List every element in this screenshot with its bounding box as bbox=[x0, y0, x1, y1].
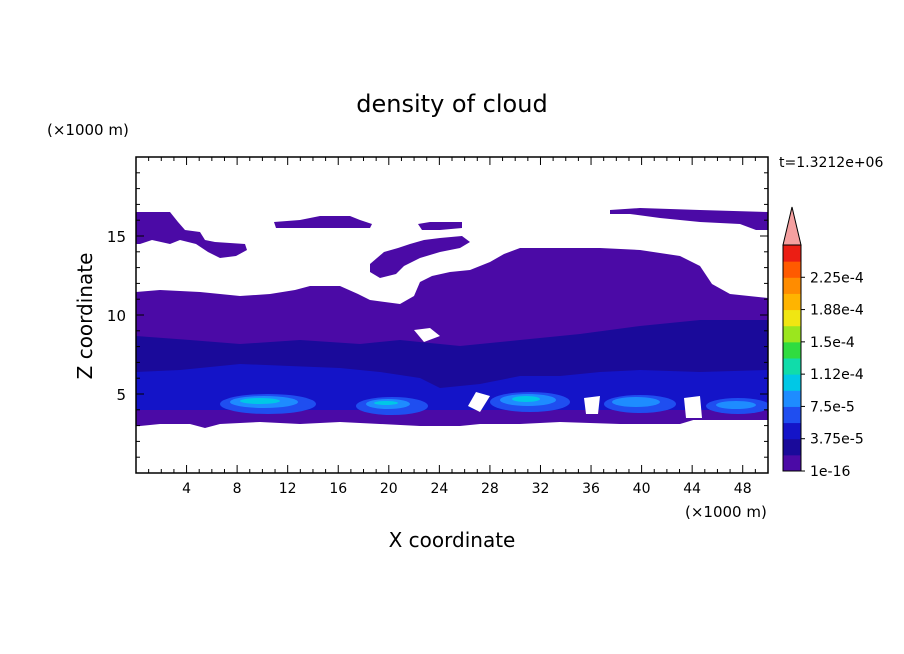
y-unit-label: (×1000 m) bbox=[47, 121, 129, 139]
x-tick-label: 44 bbox=[683, 481, 701, 497]
colorbar-label: 1.12e-4 bbox=[810, 367, 864, 383]
y-tick-label: 10 bbox=[107, 307, 126, 325]
x-unit-label: (×1000 m) bbox=[685, 503, 767, 521]
colorbar-swatch bbox=[783, 325, 801, 343]
cloud-region-blob bbox=[370, 236, 470, 278]
cloud-clear-gap-6 bbox=[684, 396, 702, 418]
colorbar-swatch bbox=[783, 293, 801, 311]
cell-core-1 bbox=[220, 394, 316, 414]
cloud-region-base bbox=[136, 410, 768, 428]
colorbar-frame bbox=[782, 244, 802, 472]
y-axis-ticks: 5 10 15 bbox=[107, 172, 768, 458]
plot-area bbox=[135, 156, 769, 474]
colorbar-swatch bbox=[783, 341, 801, 359]
x-tick-label: 48 bbox=[734, 481, 752, 497]
cloud-region-upper-small bbox=[418, 222, 462, 230]
x-axis-ticks: 4 8 12 16 20 24 28 32 36 40 44 48 bbox=[148, 157, 756, 497]
chart-title: density of cloud bbox=[356, 90, 547, 118]
colorbar-swatch bbox=[783, 358, 801, 375]
x-tick-label: 16 bbox=[329, 481, 347, 497]
colorbar-label: 1.5e-4 bbox=[810, 335, 855, 351]
colorbar-label: 1.88e-4 bbox=[810, 303, 864, 319]
colorbar-swatch bbox=[783, 422, 801, 440]
colorbar-swatch bbox=[783, 261, 801, 278]
colorbar-swatch bbox=[783, 309, 801, 327]
x-tick-label: 12 bbox=[279, 481, 297, 497]
colorbar-swatch bbox=[783, 374, 801, 391]
cloud-region-upper-right bbox=[610, 208, 768, 230]
x-tick-label: 36 bbox=[582, 481, 600, 497]
x-tick-label: 4 bbox=[182, 481, 191, 497]
colorbar: 1e-16 3.75e-5 7.5e-5 1.12e-4 1.5e-4 1.88e-4 2.… bbox=[782, 206, 864, 480]
y-axis-label: Z coordinate bbox=[73, 253, 97, 380]
colorbar-swatch bbox=[783, 277, 801, 294]
x-tick-label: 40 bbox=[633, 481, 651, 497]
time-label: t=1.3212e+06 bbox=[779, 155, 883, 171]
x-tick-label: 28 bbox=[481, 481, 499, 497]
colorbar-swatch bbox=[783, 454, 801, 472]
x-tick-label: 20 bbox=[380, 481, 398, 497]
x-tick-label: 32 bbox=[532, 481, 550, 497]
cloud-clear-gap-4 bbox=[468, 392, 490, 412]
colorbar-label: 3.75e-5 bbox=[810, 432, 864, 448]
x-tick-label: 8 bbox=[233, 481, 242, 497]
cell-core-5 bbox=[706, 398, 768, 414]
x-axis-label: X coordinate bbox=[389, 528, 516, 552]
colorbar-swatch bbox=[783, 390, 801, 407]
cloud-region-upper-left bbox=[136, 212, 247, 258]
colorbar-swatch bbox=[783, 438, 801, 456]
cell-core-2 bbox=[356, 397, 428, 415]
colorbar-swatch bbox=[783, 245, 801, 262]
colorbar-swatch bbox=[783, 406, 801, 424]
colorbar-label: 1e-16 bbox=[810, 464, 850, 480]
cell-core-3 bbox=[490, 392, 570, 412]
colorbar-label: 7.5e-5 bbox=[810, 399, 855, 415]
x-tick-label: 24 bbox=[430, 481, 448, 497]
cloud-region-upper-mid bbox=[274, 216, 372, 228]
colorbar-label: 2.25e-4 bbox=[810, 270, 864, 286]
y-tick-label: 15 bbox=[107, 228, 126, 246]
cell-core-4 bbox=[604, 395, 676, 413]
cloud-clear-gap-5 bbox=[584, 396, 600, 414]
cloud-gap-1 bbox=[414, 328, 440, 342]
y-tick-label: 5 bbox=[116, 386, 126, 404]
